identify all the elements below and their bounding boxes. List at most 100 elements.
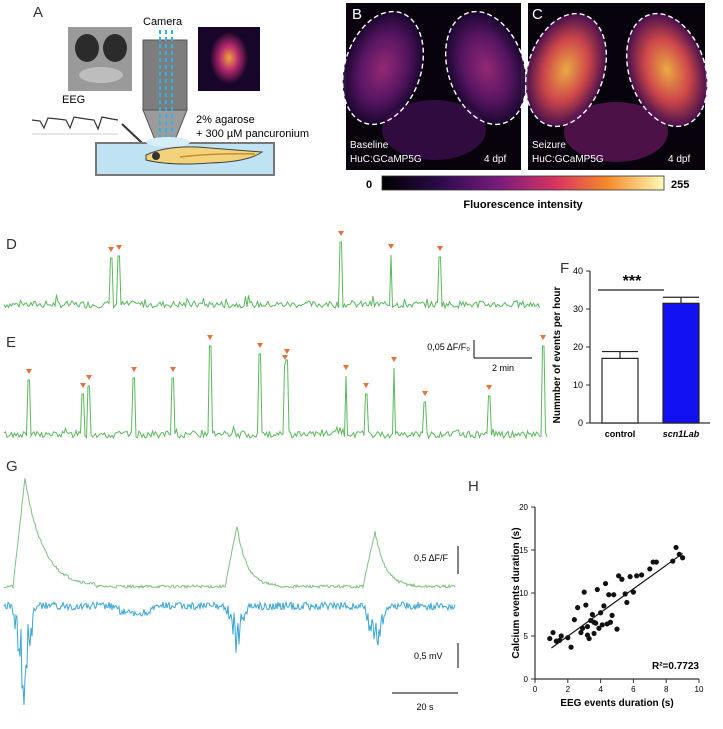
h-data-point xyxy=(614,626,620,632)
seizure-event-marker xyxy=(170,367,176,372)
f-y-tick-label: 30 xyxy=(573,304,583,314)
h-x-tick-label: 8 xyxy=(664,685,669,694)
h-data-point xyxy=(565,635,571,641)
colorbar-label: Fluorescence intensity xyxy=(463,199,583,211)
h-data-point xyxy=(673,544,679,551)
panel-a-schematic xyxy=(31,27,275,176)
h-x-tick-label: 4 xyxy=(598,685,603,694)
h-data-point xyxy=(568,644,574,650)
panel-b-baseline-image xyxy=(341,3,528,170)
seizure-event-marker xyxy=(86,375,92,380)
h-y-tick-label: 10 xyxy=(519,589,528,598)
label-camera: Camera xyxy=(143,16,183,28)
seizure-event-marker xyxy=(540,335,546,340)
h-y-tick-label: 20 xyxy=(519,503,528,512)
h-data-point xyxy=(547,635,553,642)
h-data-point xyxy=(639,572,645,578)
trace-e xyxy=(3,345,548,440)
h-r-squared: R²=0.7723 xyxy=(652,661,699,672)
h-data-point xyxy=(589,611,596,618)
panel-letter-d: D xyxy=(6,236,17,253)
h-data-point xyxy=(630,589,637,595)
c-line: HuC:GCaMP5G xyxy=(532,154,604,165)
h-x-tick-label: 0 xyxy=(533,685,538,694)
h-regression-line xyxy=(551,552,683,649)
panel-f-bar-chart: 0 10 20 30 40 control scn1Lab xyxy=(573,266,710,439)
h-data-point xyxy=(647,566,653,572)
h-data-point xyxy=(581,589,587,595)
c-age: 4 dpf xyxy=(668,154,690,165)
seizure-event-marker xyxy=(437,246,443,251)
h-data-point xyxy=(601,603,607,609)
seizure-event-marker xyxy=(282,355,288,360)
g-time-scale: 20 s xyxy=(416,702,434,712)
h-data-point xyxy=(583,602,589,608)
panel-letter-g: G xyxy=(6,458,18,475)
h-data-point xyxy=(558,633,564,639)
h-data-point xyxy=(609,612,615,618)
colorbar-max: 255 xyxy=(671,179,689,191)
seizure-event-marker xyxy=(422,391,428,396)
panel-letter-e: E xyxy=(6,334,17,351)
h-data-point xyxy=(680,555,686,561)
b-line: HuC:GCaMP5G xyxy=(350,154,422,165)
panel-letter-a: A xyxy=(33,4,44,21)
panel-h-scatter-chart: 0 2 4 6 8 10 0 5 10 15 20 xyxy=(519,503,704,694)
trace-d xyxy=(3,241,540,310)
f-y-tick-label: 40 xyxy=(573,266,583,276)
h-data-point xyxy=(607,619,614,625)
f-ylabel: Nummber of events per hour xyxy=(552,287,563,424)
seizure-event-marker xyxy=(343,365,349,370)
panel-letter-f: F xyxy=(560,260,570,277)
h-x-tick-label: 6 xyxy=(631,685,636,694)
panel-c-seizure-image xyxy=(524,3,709,170)
f-category-label: control xyxy=(605,429,636,439)
h-data-point xyxy=(634,573,640,579)
f-y-tick-label: 10 xyxy=(573,380,583,390)
panel-g-eeg-trace xyxy=(3,600,456,706)
h-data-point xyxy=(598,610,604,616)
f-significance: *** xyxy=(623,273,642,290)
seizure-event-marker xyxy=(391,357,397,362)
seizure-event-marker xyxy=(363,383,369,388)
seizure-event-marker xyxy=(108,247,114,252)
h-data-point xyxy=(611,592,617,598)
g-calcium-scale: 0,5 ΔF/F xyxy=(414,553,449,563)
h-data-point xyxy=(676,551,682,557)
h-data-point xyxy=(622,591,628,597)
h-data-point xyxy=(602,580,609,587)
h-y-tick-label: 0 xyxy=(524,675,529,684)
h-data-point xyxy=(550,629,556,636)
h-data-point xyxy=(593,620,599,626)
eeg-sample-trace xyxy=(31,116,119,131)
h-data-point xyxy=(670,558,676,564)
seizure-event-marker xyxy=(486,385,492,390)
f-y-tick-label: 0 xyxy=(578,418,583,428)
trace-amp-scale: 0,05 ΔF/F₀ xyxy=(427,342,470,352)
label-pancuronium: + 300 µM pancuronium xyxy=(196,128,309,140)
h-x-tick-label: 10 xyxy=(695,685,704,694)
h-data-point xyxy=(578,629,584,636)
f-bar-control xyxy=(601,357,639,424)
larva-eye-right xyxy=(103,34,127,62)
trace-d-markers xyxy=(108,231,443,252)
h-ylabel: Calcium events duration (s) xyxy=(511,527,522,658)
seizure-event-marker xyxy=(388,244,394,249)
larva-eye-left xyxy=(75,34,99,62)
colorbar xyxy=(381,175,665,191)
h-data-point xyxy=(653,559,659,565)
h-xlabel: EEG events duration (s) xyxy=(560,698,673,709)
h-data-point xyxy=(591,630,597,637)
h-data-point xyxy=(599,622,605,628)
h-data-point xyxy=(619,576,625,582)
trace-e-markers xyxy=(26,335,546,396)
h-data-point xyxy=(594,586,600,593)
h-data-point xyxy=(606,592,612,598)
h-y-tick-label: 5 xyxy=(524,632,529,641)
h-y-tick-label: 15 xyxy=(519,546,528,555)
h-data-point xyxy=(627,574,633,580)
h-data-point xyxy=(584,623,591,630)
f-y-tick-label: 20 xyxy=(573,342,583,352)
f-category-label: scn1Lab xyxy=(663,429,700,439)
